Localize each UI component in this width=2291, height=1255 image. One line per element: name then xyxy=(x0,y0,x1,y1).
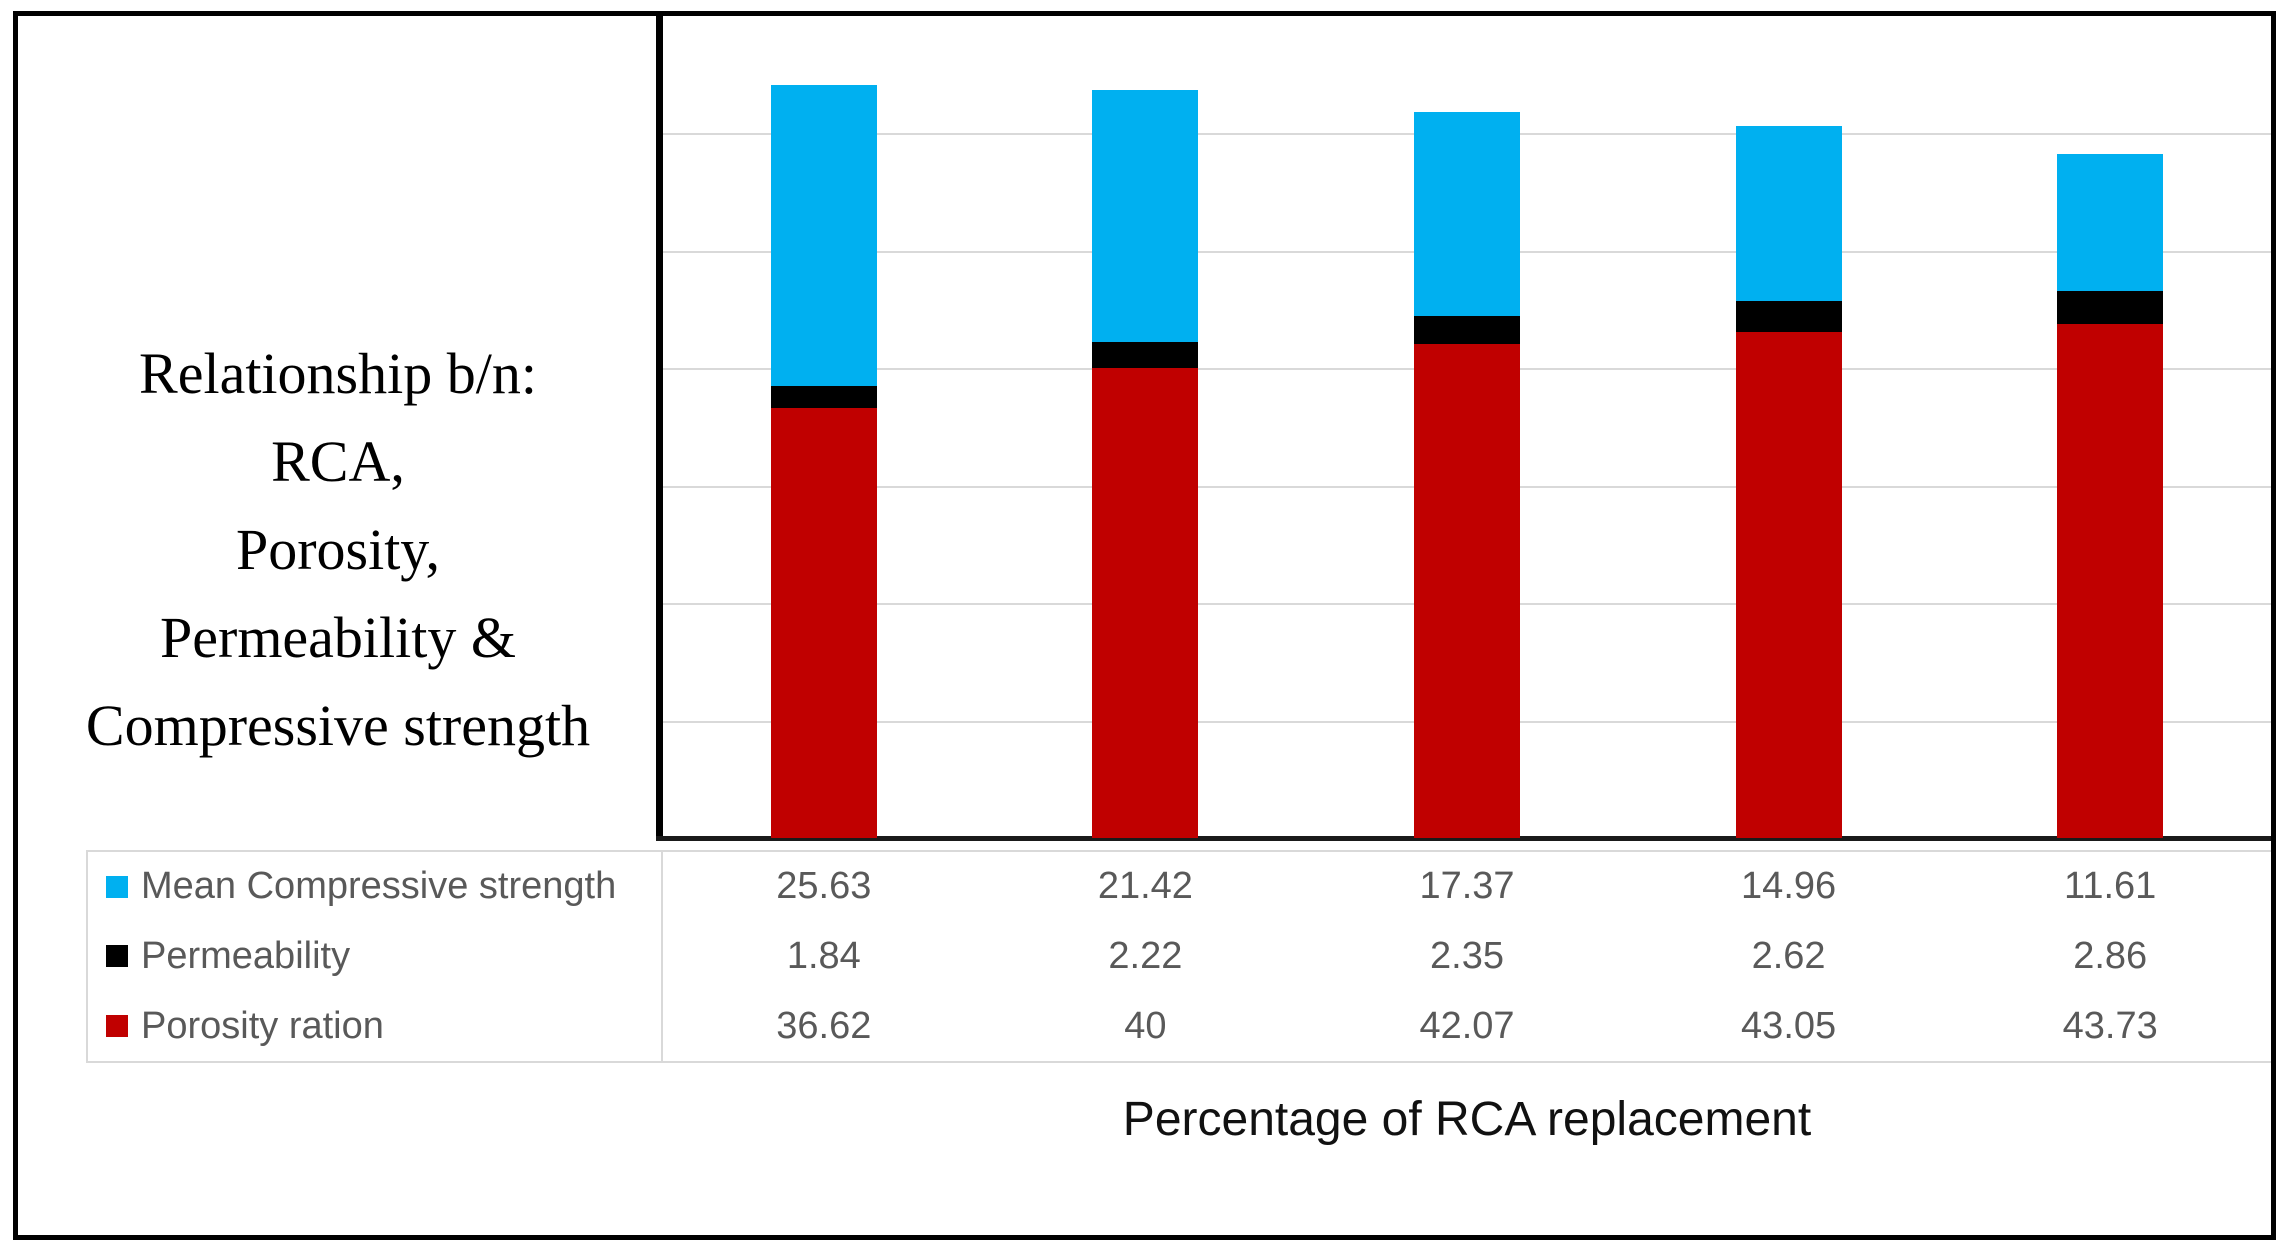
legend-row: Mean Compressive strength xyxy=(106,865,661,908)
table-cell: 2.35 xyxy=(1430,934,1504,977)
table-cell: 2.86 xyxy=(2073,934,2148,977)
y-axis-line xyxy=(656,16,663,838)
table-cell: 43.73 xyxy=(2062,1004,2158,1047)
bar-segment xyxy=(770,84,877,387)
legend-swatch-icon xyxy=(106,1015,128,1038)
bar-segment xyxy=(770,407,877,838)
legend-swatch-icon xyxy=(106,945,128,968)
legend-label: Mean Compressive strength xyxy=(141,865,617,908)
table-cell: 11.61 xyxy=(2064,865,2157,908)
bar-segment xyxy=(770,386,877,408)
legend-label: Permeability xyxy=(141,934,351,977)
legend-swatch-icon xyxy=(106,875,128,898)
table-cell: 25.63 xyxy=(776,865,872,908)
figure-border xyxy=(13,11,2276,1240)
x-axis-line xyxy=(656,836,2271,841)
table-cell: 17.37 xyxy=(1419,865,1515,908)
bar-segment xyxy=(1735,332,1842,838)
table-cell: 14.96 xyxy=(1741,865,1837,908)
bar-segment xyxy=(1092,90,1199,342)
bar-segment xyxy=(1735,125,1842,302)
bar-segment xyxy=(1414,343,1520,838)
table-cell: 2.22 xyxy=(1108,934,1183,977)
table-cell: 42.07 xyxy=(1419,1004,1515,1047)
bar-segment xyxy=(2057,154,2164,291)
table-cell: 1.84 xyxy=(786,934,861,977)
chart-title-line: Compressive strength xyxy=(85,693,591,758)
legend-box: Mean Compressive strength Permeability Por… xyxy=(86,850,663,1063)
x-axis-title: Percentage of RCA replacement xyxy=(1122,1093,1812,1146)
chart-title-line: Permeability & xyxy=(160,605,516,670)
table-cell: 40 xyxy=(1124,1004,1167,1047)
legend-row: Porosity ration xyxy=(106,1005,661,1048)
chart-title-line: Porosity, xyxy=(235,517,441,582)
chart-title: Relationship b/n: RCA, Porosity, Permeab… xyxy=(18,330,658,770)
table-cell: 43.05 xyxy=(1741,1004,1837,1047)
bar-segment xyxy=(2057,324,2164,838)
bar-segment xyxy=(1092,341,1199,368)
table-cell: 21.42 xyxy=(1097,865,1193,908)
bar-segment xyxy=(1414,316,1520,344)
chart-title-line: RCA, xyxy=(271,429,405,494)
legend-row: Permeability xyxy=(106,935,661,978)
chart-title-line: Relationship b/n: xyxy=(139,341,537,406)
legend-label: Porosity ration xyxy=(141,1004,384,1047)
bar-segment xyxy=(1092,368,1199,838)
table-cell: 2.62 xyxy=(1751,934,1826,977)
bar-segment xyxy=(1414,111,1520,317)
data-table: 25.63 21.42 17.37 14.96 11.61 1.84 2.22 2.35 2.6… xyxy=(663,850,2271,1063)
bar-segment xyxy=(1735,301,1842,333)
table-cell: 36.62 xyxy=(776,1004,872,1047)
bar-segment xyxy=(2057,290,2164,325)
